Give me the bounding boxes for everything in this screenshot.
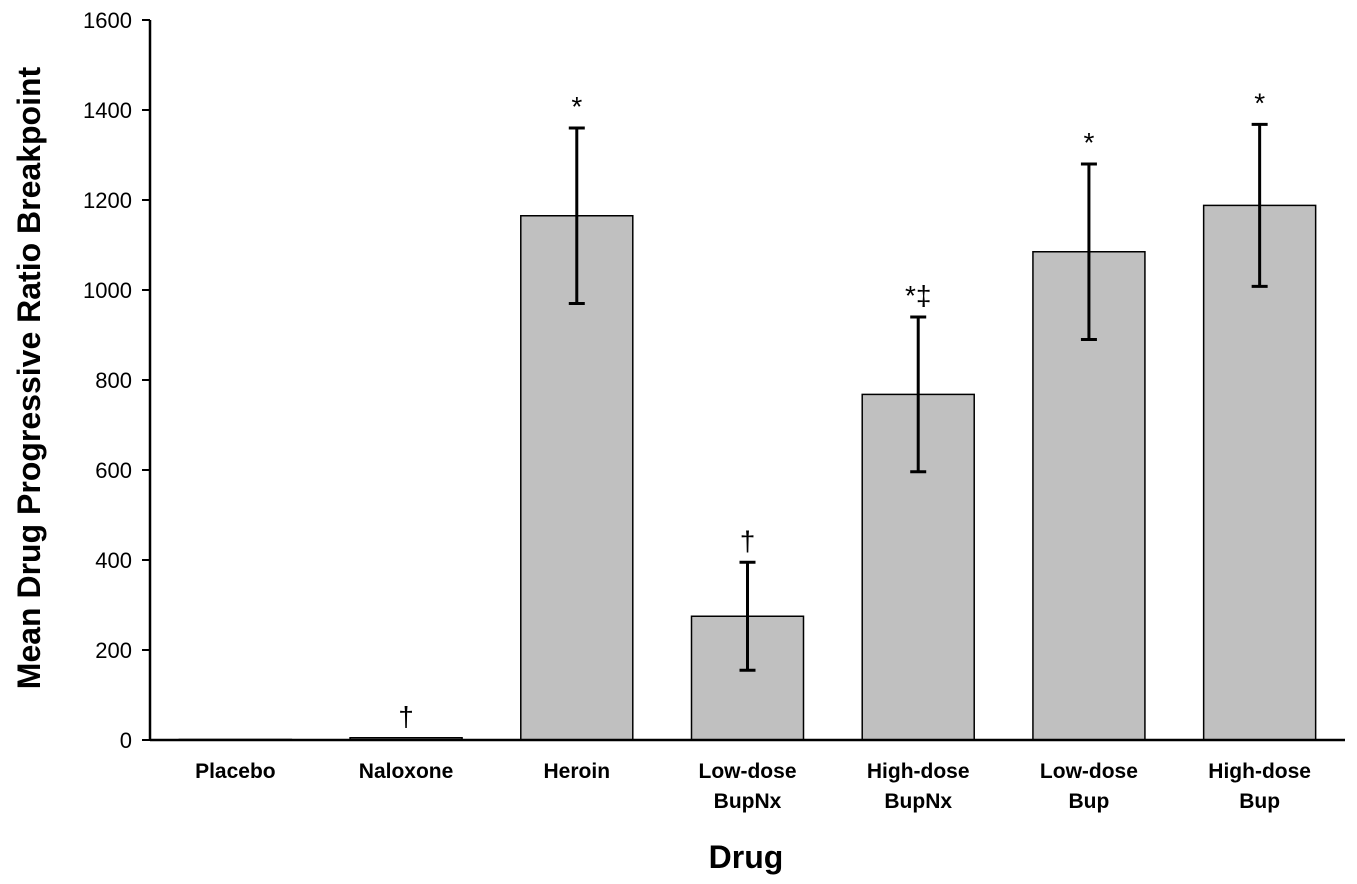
x-axis-title: Drug	[709, 839, 784, 875]
x-tick-label: High-dose	[1208, 760, 1311, 783]
x-tick-label: Placebo	[195, 760, 276, 783]
y-tick-label: 1200	[83, 188, 132, 213]
x-tick-label: Low-dose	[699, 760, 797, 783]
significance-marker: †	[740, 525, 756, 556]
x-tick-label: High-dose	[867, 760, 970, 783]
significance-marker: *	[1254, 87, 1265, 118]
x-tick-label: Low-dose	[1040, 760, 1138, 783]
y-tick-label: 800	[95, 368, 132, 393]
error-bars-layer	[568, 122, 1268, 672]
y-tick-label: 0	[120, 728, 132, 753]
significance-marker: *‡	[905, 280, 931, 311]
x-tick-label: Bup	[1239, 790, 1280, 813]
significance-marker: *	[1083, 127, 1094, 158]
significance-marker: *	[571, 91, 582, 122]
x-tick-label: Naloxone	[359, 760, 454, 783]
significance-marker: †	[398, 701, 414, 732]
labels-layer: Placebo † Naloxone * Heroin † Low-dose BupNx *‡ H…	[83, 8, 1311, 813]
x-tick-label: Bup	[1069, 790, 1110, 813]
y-tick-label: 1400	[83, 98, 132, 123]
y-tick-label: 1000	[83, 278, 132, 303]
x-tick-label: BupNx	[884, 790, 952, 813]
axes-layer	[142, 19, 1345, 742]
y-tick-label: 200	[95, 638, 132, 663]
x-tick-label: Heroin	[544, 760, 611, 783]
y-axis-title: Mean Drug Progressive Ratio Breakpoint	[11, 66, 47, 689]
x-tick-label: BupNx	[714, 790, 782, 813]
y-tick-label: 1600	[83, 8, 132, 33]
y-tick-label: 400	[95, 548, 132, 573]
y-tick-label: 600	[95, 458, 132, 483]
